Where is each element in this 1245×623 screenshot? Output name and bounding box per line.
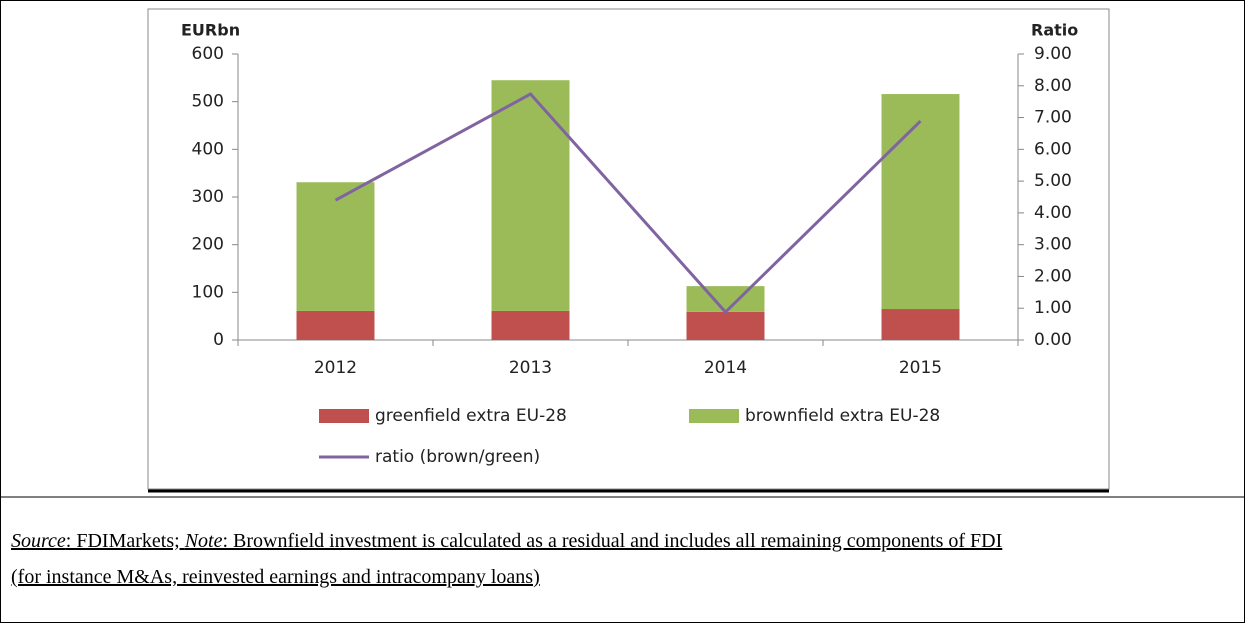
bar <box>491 80 570 311</box>
y-tick-label: 300 <box>192 187 224 207</box>
bar <box>296 310 375 340</box>
bar <box>686 286 765 312</box>
y-tick-label: 400 <box>192 139 224 159</box>
bar <box>296 182 375 311</box>
bar <box>491 310 570 340</box>
legend-swatch <box>319 409 369 423</box>
bar <box>686 311 765 340</box>
y2-tick-label: 2.00 <box>1034 266 1072 286</box>
y2-tick-label: 0.00 <box>1034 330 1072 350</box>
x-tick-label: 2013 <box>509 358 552 378</box>
x-tick-label: 2014 <box>704 358 747 378</box>
note-label: Note <box>184 530 223 552</box>
y-tick-label: 200 <box>192 235 224 255</box>
source-text: : FDIMarkets; <box>65 530 185 552</box>
y2-tick-label: 4.00 <box>1034 203 1072 223</box>
y-tick-label: 0 <box>213 330 224 350</box>
y-tick-label: 500 <box>192 92 224 112</box>
y2-tick-label: 9.00 <box>1034 44 1072 64</box>
bar <box>881 94 960 310</box>
legend-label: brownfield extra EU-28 <box>745 406 940 426</box>
source-note: Source: FDIMarkets; Note: Brownfield inv… <box>11 523 1021 595</box>
legend-swatch <box>689 409 739 423</box>
x-tick-label: 2015 <box>899 358 942 378</box>
y-tick-label: 600 <box>192 44 224 64</box>
y2-tick-label: 8.00 <box>1034 76 1072 96</box>
y2-axis-title: Ratio <box>1031 21 1078 40</box>
bar <box>881 309 960 340</box>
y2-tick-label: 6.00 <box>1034 139 1072 159</box>
y-tick-label: 100 <box>192 282 224 302</box>
y2-tick-label: 3.00 <box>1034 235 1072 255</box>
line-series <box>334 92 922 315</box>
y2-tick-label: 1.00 <box>1034 298 1072 318</box>
note-text: : Brownfield investment is calculated as… <box>11 530 1003 588</box>
y2-tick-label: 7.00 <box>1034 108 1072 128</box>
y2-tick-label: 5.00 <box>1034 171 1072 191</box>
y-axis-title: EURbn <box>181 21 240 40</box>
chart-frame <box>147 8 1110 490</box>
source-label: Source <box>11 530 66 552</box>
legend-label: ratio (brown/green) <box>375 447 540 467</box>
legend-label: greenfield extra EU-28 <box>375 406 567 426</box>
x-tick-label: 2012 <box>314 358 357 378</box>
